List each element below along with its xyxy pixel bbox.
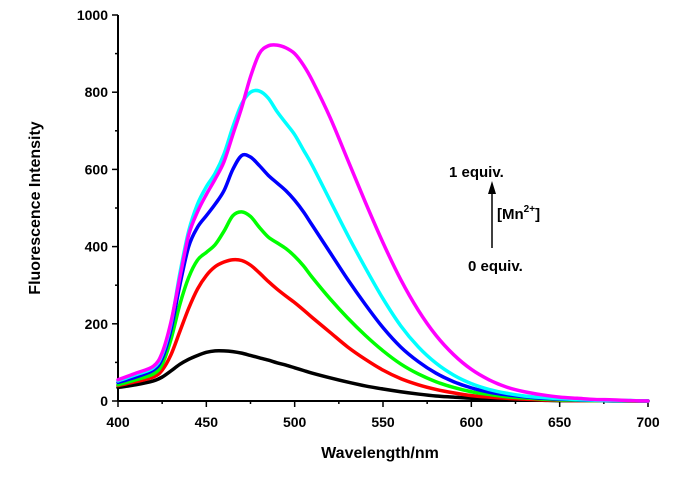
- y-tick-label: 600: [85, 161, 109, 177]
- increase-arrow-head: [488, 181, 496, 194]
- y-tick-label: 1000: [77, 7, 108, 23]
- x-tick-label: 450: [195, 414, 219, 430]
- x-tick-label: 700: [636, 414, 660, 430]
- y-tick-label: 200: [85, 316, 109, 332]
- arrow-label-superscript: 2+: [524, 204, 536, 215]
- series-line-1: [116, 348, 650, 403]
- annotation-top-label: 1 equiv.: [449, 164, 504, 181]
- y-tick-label: 0: [100, 393, 108, 409]
- x-tick-label: 600: [460, 414, 484, 430]
- y-tick-label: 800: [85, 84, 109, 100]
- x-ticks: 400 450 500 550 600 650 700: [106, 401, 660, 430]
- x-tick-label: 550: [371, 414, 395, 430]
- annotation-bottom-label: 0 equiv.: [468, 258, 523, 275]
- y-axis-title: Fluorescence Intensity: [27, 121, 44, 294]
- series-line-4: [116, 152, 650, 403]
- y-ticks: 0 200 400 600 800 1000: [77, 7, 118, 409]
- arrow-label-end: ]: [535, 206, 540, 223]
- x-tick-label: 500: [283, 414, 307, 430]
- series-line-5: [116, 88, 650, 403]
- x-axis-title: Wavelength/nm: [321, 445, 439, 462]
- arrow-label-main: [Mn: [497, 206, 524, 223]
- x-tick-label: 650: [548, 414, 572, 430]
- y-tick-label: 400: [85, 239, 109, 255]
- arrow-label: [Mn2+]: [497, 204, 540, 223]
- series-line-6: [116, 43, 650, 403]
- series-group: [116, 43, 650, 403]
- x-tick-label: 400: [106, 414, 130, 430]
- concentration-annotation: 1 equiv. [Mn2+] 0 equiv.: [449, 164, 540, 275]
